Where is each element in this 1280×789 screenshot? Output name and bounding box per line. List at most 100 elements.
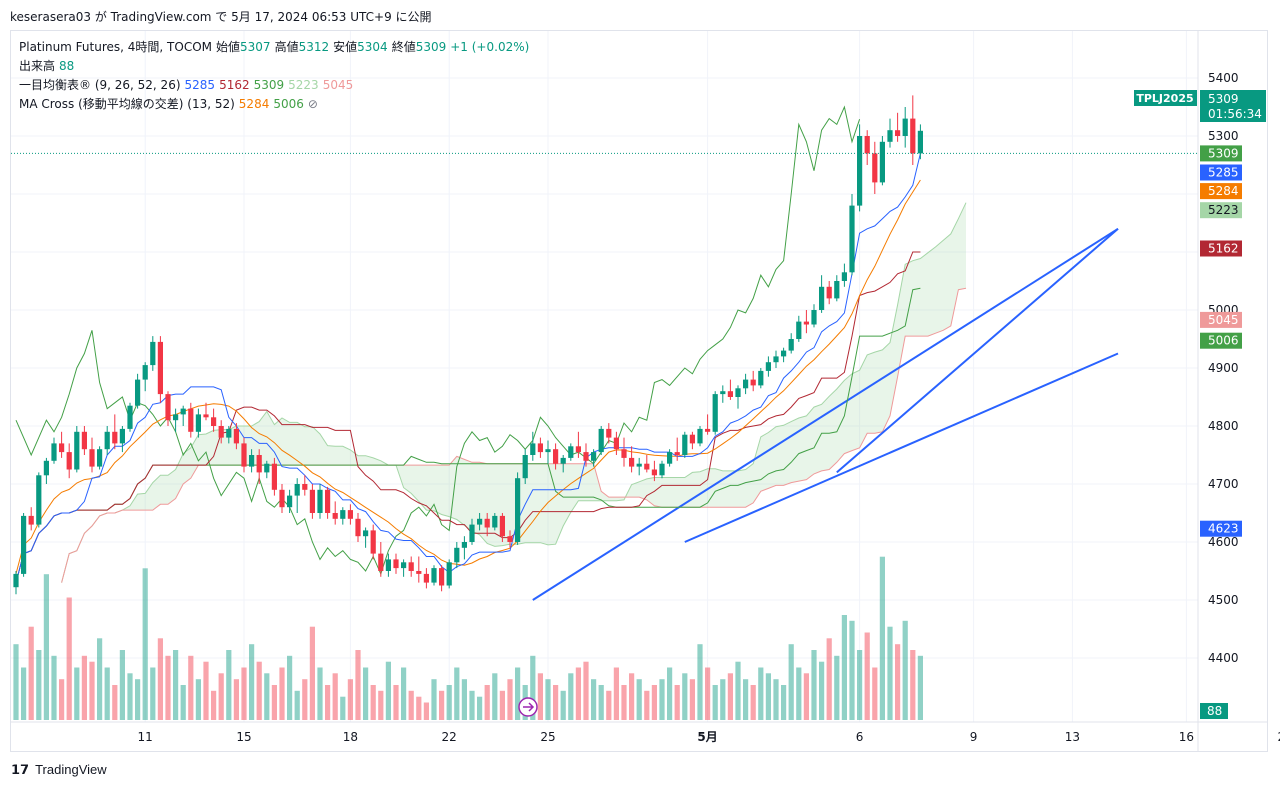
volume-bar bbox=[378, 690, 384, 720]
volume-bar bbox=[302, 679, 308, 720]
candle-body bbox=[127, 405, 133, 429]
volume-bar bbox=[796, 667, 802, 720]
volume-bar bbox=[735, 661, 741, 720]
price-tag-value: 5285 bbox=[1208, 166, 1239, 180]
volume-bar bbox=[553, 685, 559, 720]
trendline-3 bbox=[684, 352, 1119, 543]
volume-bar bbox=[545, 679, 551, 720]
volume-bar bbox=[659, 679, 665, 720]
volume-bar bbox=[264, 673, 270, 720]
candle-body bbox=[97, 449, 103, 467]
price-tag bbox=[1200, 520, 1242, 537]
candle-body bbox=[325, 489, 331, 513]
volume-bar bbox=[461, 679, 467, 720]
price-tag bbox=[1200, 164, 1242, 181]
volume-bar bbox=[165, 655, 171, 720]
legend-ma-row[interactable]: MA Cross (移動平均線の交差) (13, 52) 5284 5006 ⊘ bbox=[19, 95, 533, 114]
legend-volume-row[interactable]: 出来高 88 bbox=[19, 57, 533, 76]
volume-bar bbox=[454, 667, 460, 720]
candle-body bbox=[636, 463, 642, 467]
candle-body bbox=[135, 379, 141, 406]
candle-body bbox=[727, 391, 733, 397]
tradingview-brand[interactable]: 𝟭𝟳 TradingView bbox=[11, 762, 107, 778]
volume-bar bbox=[309, 626, 315, 720]
volume-bar bbox=[157, 638, 163, 720]
symbol-tag bbox=[1134, 90, 1197, 106]
candle-body bbox=[705, 428, 711, 432]
candle-body bbox=[606, 428, 612, 438]
candle-body bbox=[796, 321, 802, 339]
volume-bar bbox=[446, 685, 452, 720]
volume-bar bbox=[135, 679, 141, 720]
candle-body bbox=[385, 559, 391, 571]
volume-bar bbox=[317, 667, 323, 720]
volume-bar bbox=[583, 661, 589, 720]
volume-bar bbox=[651, 685, 657, 720]
candle-body bbox=[537, 443, 543, 453]
candle-body bbox=[515, 478, 521, 542]
volume-bar bbox=[36, 650, 42, 720]
candle-body bbox=[917, 130, 923, 154]
y-tick-label: 4500 bbox=[1208, 593, 1239, 607]
trendline-1 bbox=[532, 227, 1119, 601]
price-tag bbox=[1200, 145, 1242, 162]
candle-body bbox=[43, 460, 49, 476]
volume-bar bbox=[515, 667, 521, 720]
candle-body bbox=[302, 484, 308, 490]
price-tag bbox=[1200, 240, 1242, 257]
volume-bar bbox=[439, 690, 445, 720]
candle-body bbox=[697, 428, 703, 444]
candle-body bbox=[743, 379, 749, 389]
candle-body bbox=[629, 457, 635, 467]
bar-countdown: 01:56:34 bbox=[1208, 107, 1262, 121]
symbol-tag-text: TPLJ2025 bbox=[1136, 92, 1193, 105]
volume-bar bbox=[834, 655, 840, 720]
candle-body bbox=[568, 446, 574, 458]
candle-body bbox=[613, 437, 619, 450]
volume-bar bbox=[705, 667, 711, 720]
volume-bar bbox=[765, 673, 771, 720]
x-tick-label: 15 bbox=[236, 730, 251, 744]
candle-body bbox=[689, 434, 695, 444]
price-tag-value: 5223 bbox=[1208, 203, 1239, 217]
candle-body bbox=[188, 408, 194, 432]
volume-bar bbox=[180, 685, 186, 720]
volume-bar bbox=[218, 673, 224, 720]
legend-ichimoku-row[interactable]: 一目均衡表® (9, 26, 52, 26) 5285 5162 5309 5223 50… bbox=[19, 76, 533, 95]
price-tag-value: 5309 bbox=[1208, 146, 1239, 160]
candle-body bbox=[811, 310, 817, 325]
candle-body bbox=[112, 431, 118, 444]
volume-bar bbox=[636, 679, 642, 720]
hidden-icon[interactable]: ⊘ bbox=[307, 97, 318, 111]
ichimoku-tenkan: 5285 bbox=[184, 78, 216, 92]
candle-body bbox=[142, 365, 148, 380]
volume-bar bbox=[902, 620, 908, 720]
candle-body bbox=[765, 362, 771, 371]
price-tag bbox=[1200, 183, 1242, 200]
candle-body bbox=[89, 449, 95, 467]
volume-bar bbox=[203, 661, 209, 720]
volume-bar bbox=[173, 650, 179, 720]
volume-bar bbox=[591, 679, 597, 720]
candle-body bbox=[849, 205, 855, 273]
candle-body bbox=[150, 341, 156, 366]
chart-frame bbox=[10, 30, 1268, 752]
candle-body bbox=[233, 428, 239, 444]
volume-bar bbox=[667, 667, 673, 720]
candle-body bbox=[439, 568, 445, 586]
candle-body bbox=[249, 455, 255, 467]
candle-body bbox=[872, 153, 878, 183]
symbol-title[interactable]: Platinum Futures, 4時間, TOCOM bbox=[19, 40, 212, 54]
volume-tag-value: 88 bbox=[1207, 704, 1222, 718]
candle-body bbox=[287, 495, 293, 508]
volume-bar bbox=[674, 685, 680, 720]
volume-bar bbox=[112, 685, 118, 720]
volume-bar bbox=[621, 685, 627, 720]
volume-bar bbox=[598, 685, 604, 720]
candle-body bbox=[659, 463, 665, 476]
candle-body bbox=[910, 118, 916, 154]
trendline-2 bbox=[836, 228, 1119, 474]
volume-bar bbox=[340, 696, 346, 720]
last-price-tag-value: 5309 bbox=[1208, 92, 1239, 106]
